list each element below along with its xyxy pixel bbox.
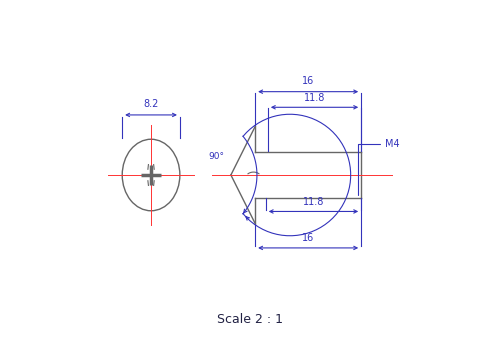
- Text: M4: M4: [358, 139, 400, 195]
- Text: 16: 16: [302, 233, 314, 243]
- Text: 8.2: 8.2: [144, 99, 158, 109]
- Text: 90°: 90°: [208, 152, 224, 161]
- Text: Scale 2 : 1: Scale 2 : 1: [217, 313, 283, 326]
- Text: 16: 16: [302, 76, 314, 86]
- Text: 11.8: 11.8: [304, 93, 325, 103]
- Text: 11.8: 11.8: [303, 197, 324, 207]
